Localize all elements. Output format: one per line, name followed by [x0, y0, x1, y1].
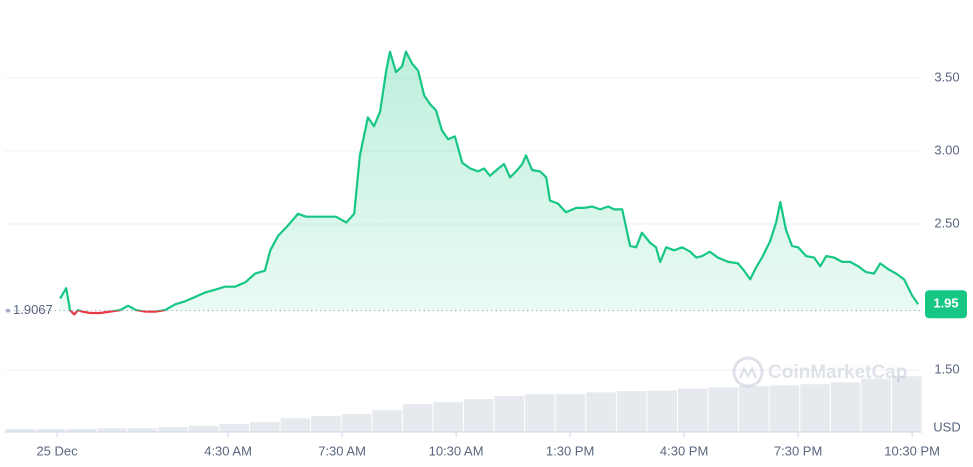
volume-bar: [402, 404, 433, 432]
volume-bar: [158, 427, 188, 432]
reference-label: 1.9067: [13, 302, 53, 317]
volume-bar: [219, 423, 250, 432]
volume-bar: [494, 396, 525, 432]
volume-bar: [861, 378, 891, 432]
x-tick-label: 1:30 PM: [546, 443, 594, 458]
volume-bars: [5, 376, 922, 432]
volume-bar: [739, 386, 769, 432]
x-tick-label: 4:30 AM: [204, 443, 252, 458]
volume-bar: [555, 394, 586, 432]
volume-bar: [341, 414, 372, 432]
volume-bar: [5, 428, 36, 432]
volume-bar: [525, 394, 555, 432]
plot: 1.9067: [5, 50, 922, 317]
volume-bar: [891, 376, 922, 432]
watermark: CoinMarketCap: [732, 356, 907, 388]
volume-bar: [647, 390, 677, 432]
price-area: [60, 51, 919, 311]
price-line-up: [59, 50, 920, 311]
x-tick-label: 7:30 PM: [774, 443, 822, 458]
volume-bar: [677, 388, 708, 432]
volume-bar: [250, 422, 280, 432]
price-badge: [925, 290, 967, 319]
price-badge-label: 1.95: [933, 296, 958, 311]
volume-bar: [280, 418, 311, 432]
volume-bar: [708, 387, 739, 432]
volume-bar: [616, 391, 647, 432]
volume-bar: [36, 428, 66, 432]
watermark-logo-mark: [738, 366, 758, 379]
volume-bar: [464, 399, 494, 432]
y-tick-label: 3.00: [934, 142, 959, 157]
x-tick-label: 10:30 PM: [884, 443, 940, 458]
volume-bar: [188, 425, 219, 432]
unit-label: USD: [933, 419, 960, 434]
volume-bar: [433, 402, 463, 432]
watermark-text: CoinMarketCap: [768, 362, 907, 383]
watermark-logo: [732, 356, 764, 388]
volume-bar: [586, 392, 616, 432]
volume-bar: [800, 384, 830, 432]
reference-dot: [6, 308, 10, 313]
volume-bar: [830, 382, 861, 432]
volume-bar: [311, 415, 341, 432]
volume-bar: [372, 410, 402, 432]
x-tick-label: 10:30 AM: [429, 443, 484, 458]
volume-bar: [66, 428, 97, 432]
x-tick-label: 7:30 AM: [318, 443, 366, 458]
x-tick-label: 25 Dec: [36, 443, 78, 458]
y-tick-label: 2.50: [934, 215, 959, 230]
volume-bar: [127, 428, 158, 432]
y-tick-label: 1.50: [934, 361, 959, 376]
x-tick-label: 4:30 PM: [660, 443, 708, 458]
y-tick-label: 3.50: [934, 69, 959, 84]
volume-bar: [97, 428, 127, 432]
volume-bar: [769, 385, 800, 432]
